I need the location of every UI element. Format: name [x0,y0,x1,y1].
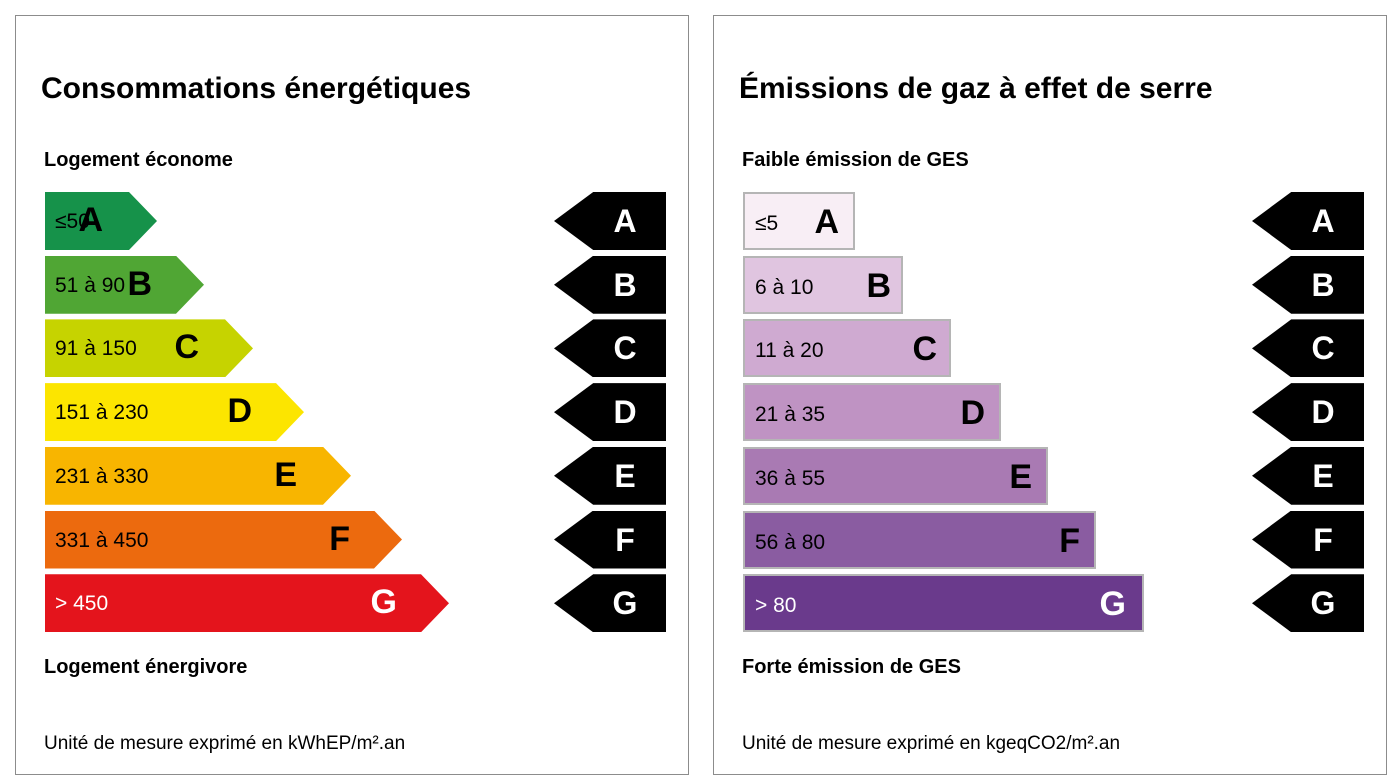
ges-unit-note: Unité de mesure exprimé en kgeqCO2/m².an [742,733,1121,754]
ges-marker-label-f: F [1313,521,1333,558]
energy-marker-b: B [554,255,666,314]
energy-class-bar-e: 231 à 330 E [45,446,351,505]
energy-class-letter-d: D [227,392,252,431]
energy-class-range-d: 151 à 230 [55,401,149,425]
energy-class-letter-g: G [370,583,397,622]
ges-class-bar-c: 11 à 20 C [743,319,951,378]
ges-class-bar-e: 36 à 55 E [743,446,1048,505]
ges-marker-e: E [1252,446,1364,505]
energy-marker-d: D [554,383,666,442]
energy-marker-label-b: B [613,266,637,303]
energy-class-bar-c: 91 à 150 C [45,319,253,378]
ges-marker-a: A [1252,192,1364,250]
energy-bottom-label: Logement énergivore [44,656,248,678]
energy-class-bar-a: ≤50 A [45,192,157,250]
ges-class-range-e: 36 à 55 [755,466,826,490]
ges-class-letter-a: A [814,203,839,241]
energy-marker-f: F [554,510,666,569]
ges-marker-label-d: D [1311,394,1335,431]
energy-marker-e: E [554,446,666,505]
ges-marker-d: D [1252,383,1364,442]
energy-class-bar-f: 331 à 450 F [45,510,402,569]
ges-class-bar-f: 56 à 80 F [743,510,1096,569]
ges-marker-f: F [1252,510,1364,569]
ges-marker-label-a: A [1311,203,1335,239]
ges-class-bar-a: ≤5 A [743,192,855,250]
ges-class-range-c: 11 à 20 [755,339,824,363]
ges-emissions-panel: Émissions de gaz à effet de serre Faible… [713,15,1387,775]
energy-class-bar-b: 51 à 90 B [45,255,204,314]
ges-marker-label-e: E [1312,457,1334,494]
ges-class-range-g: > 80 [755,594,797,618]
energy-panel-title: Consommations énergétiques [41,72,472,105]
energy-class-letter-e: E [274,455,297,494]
energy-class-letter-f: F [329,519,350,558]
energy-class-range-c: 91 à 150 [55,337,137,361]
energy-class-range-e: 231 à 330 [55,464,149,488]
energy-class-range-a: ≤50 [55,210,90,233]
ges-class-bar-d: 21 à 35 D [743,383,1001,442]
ges-class-bar-g: > 80 G [743,574,1144,633]
ges-marker-label-b: B [1311,266,1335,303]
energy-class-letter-a: A [78,201,103,239]
ges-panel-title: Émissions de gaz à effet de serre [739,72,1213,105]
energy-class-bar-g: > 450 G [45,574,449,633]
ges-class-bar-b: 6 à 10 B [743,255,903,314]
energy-marker-label-d: D [613,394,637,431]
energy-class-letter-b: B [127,264,152,303]
ges-marker-label-c: C [1311,330,1335,367]
energy-class-bar-d: 151 à 230 D [45,383,304,442]
energy-marker-label-e: E [614,457,636,494]
ges-class-letter-f: F [1059,521,1080,560]
ges-class-letter-b: B [866,266,891,305]
ges-class-range-f: 56 à 80 [755,530,826,554]
energy-class-letter-c: C [174,328,199,367]
ges-marker-b: B [1252,255,1364,314]
ges-top-label: Faible émission de GES [742,149,969,171]
energy-class-range-f: 331 à 450 [55,528,149,552]
ges-marker-g: G [1252,574,1364,633]
energy-marker-label-a: A [613,203,637,239]
ges-bottom-label: Forte émission de GES [742,656,961,678]
ges-class-letter-e: E [1009,457,1032,496]
energy-marker-a: A [554,192,666,250]
energy-consumption-panel: Consommations énergétiques Logement écon… [15,15,689,775]
ges-class-letter-d: D [960,394,985,433]
ges-marker-label-g: G [1310,585,1336,622]
energy-marker-g: G [554,574,666,633]
ges-class-range-b: 6 à 10 [755,275,814,299]
energy-unit-note: Unité de mesure exprimé en kWhEP/m².an [44,733,406,754]
energy-marker-c: C [554,319,666,378]
ges-class-range-a: ≤5 [755,212,779,235]
ges-class-range-d: 21 à 35 [755,403,826,427]
energy-class-range-b: 51 à 90 [55,273,126,297]
energy-class-range-g: > 450 [55,592,109,616]
ges-marker-c: C [1252,319,1364,378]
energy-marker-label-f: F [615,521,635,558]
energy-top-label: Logement économe [44,149,233,171]
ges-class-letter-c: C [912,330,937,369]
energy-marker-label-g: G [612,585,638,622]
ges-class-letter-g: G [1099,585,1126,624]
energy-marker-label-c: C [613,330,637,367]
